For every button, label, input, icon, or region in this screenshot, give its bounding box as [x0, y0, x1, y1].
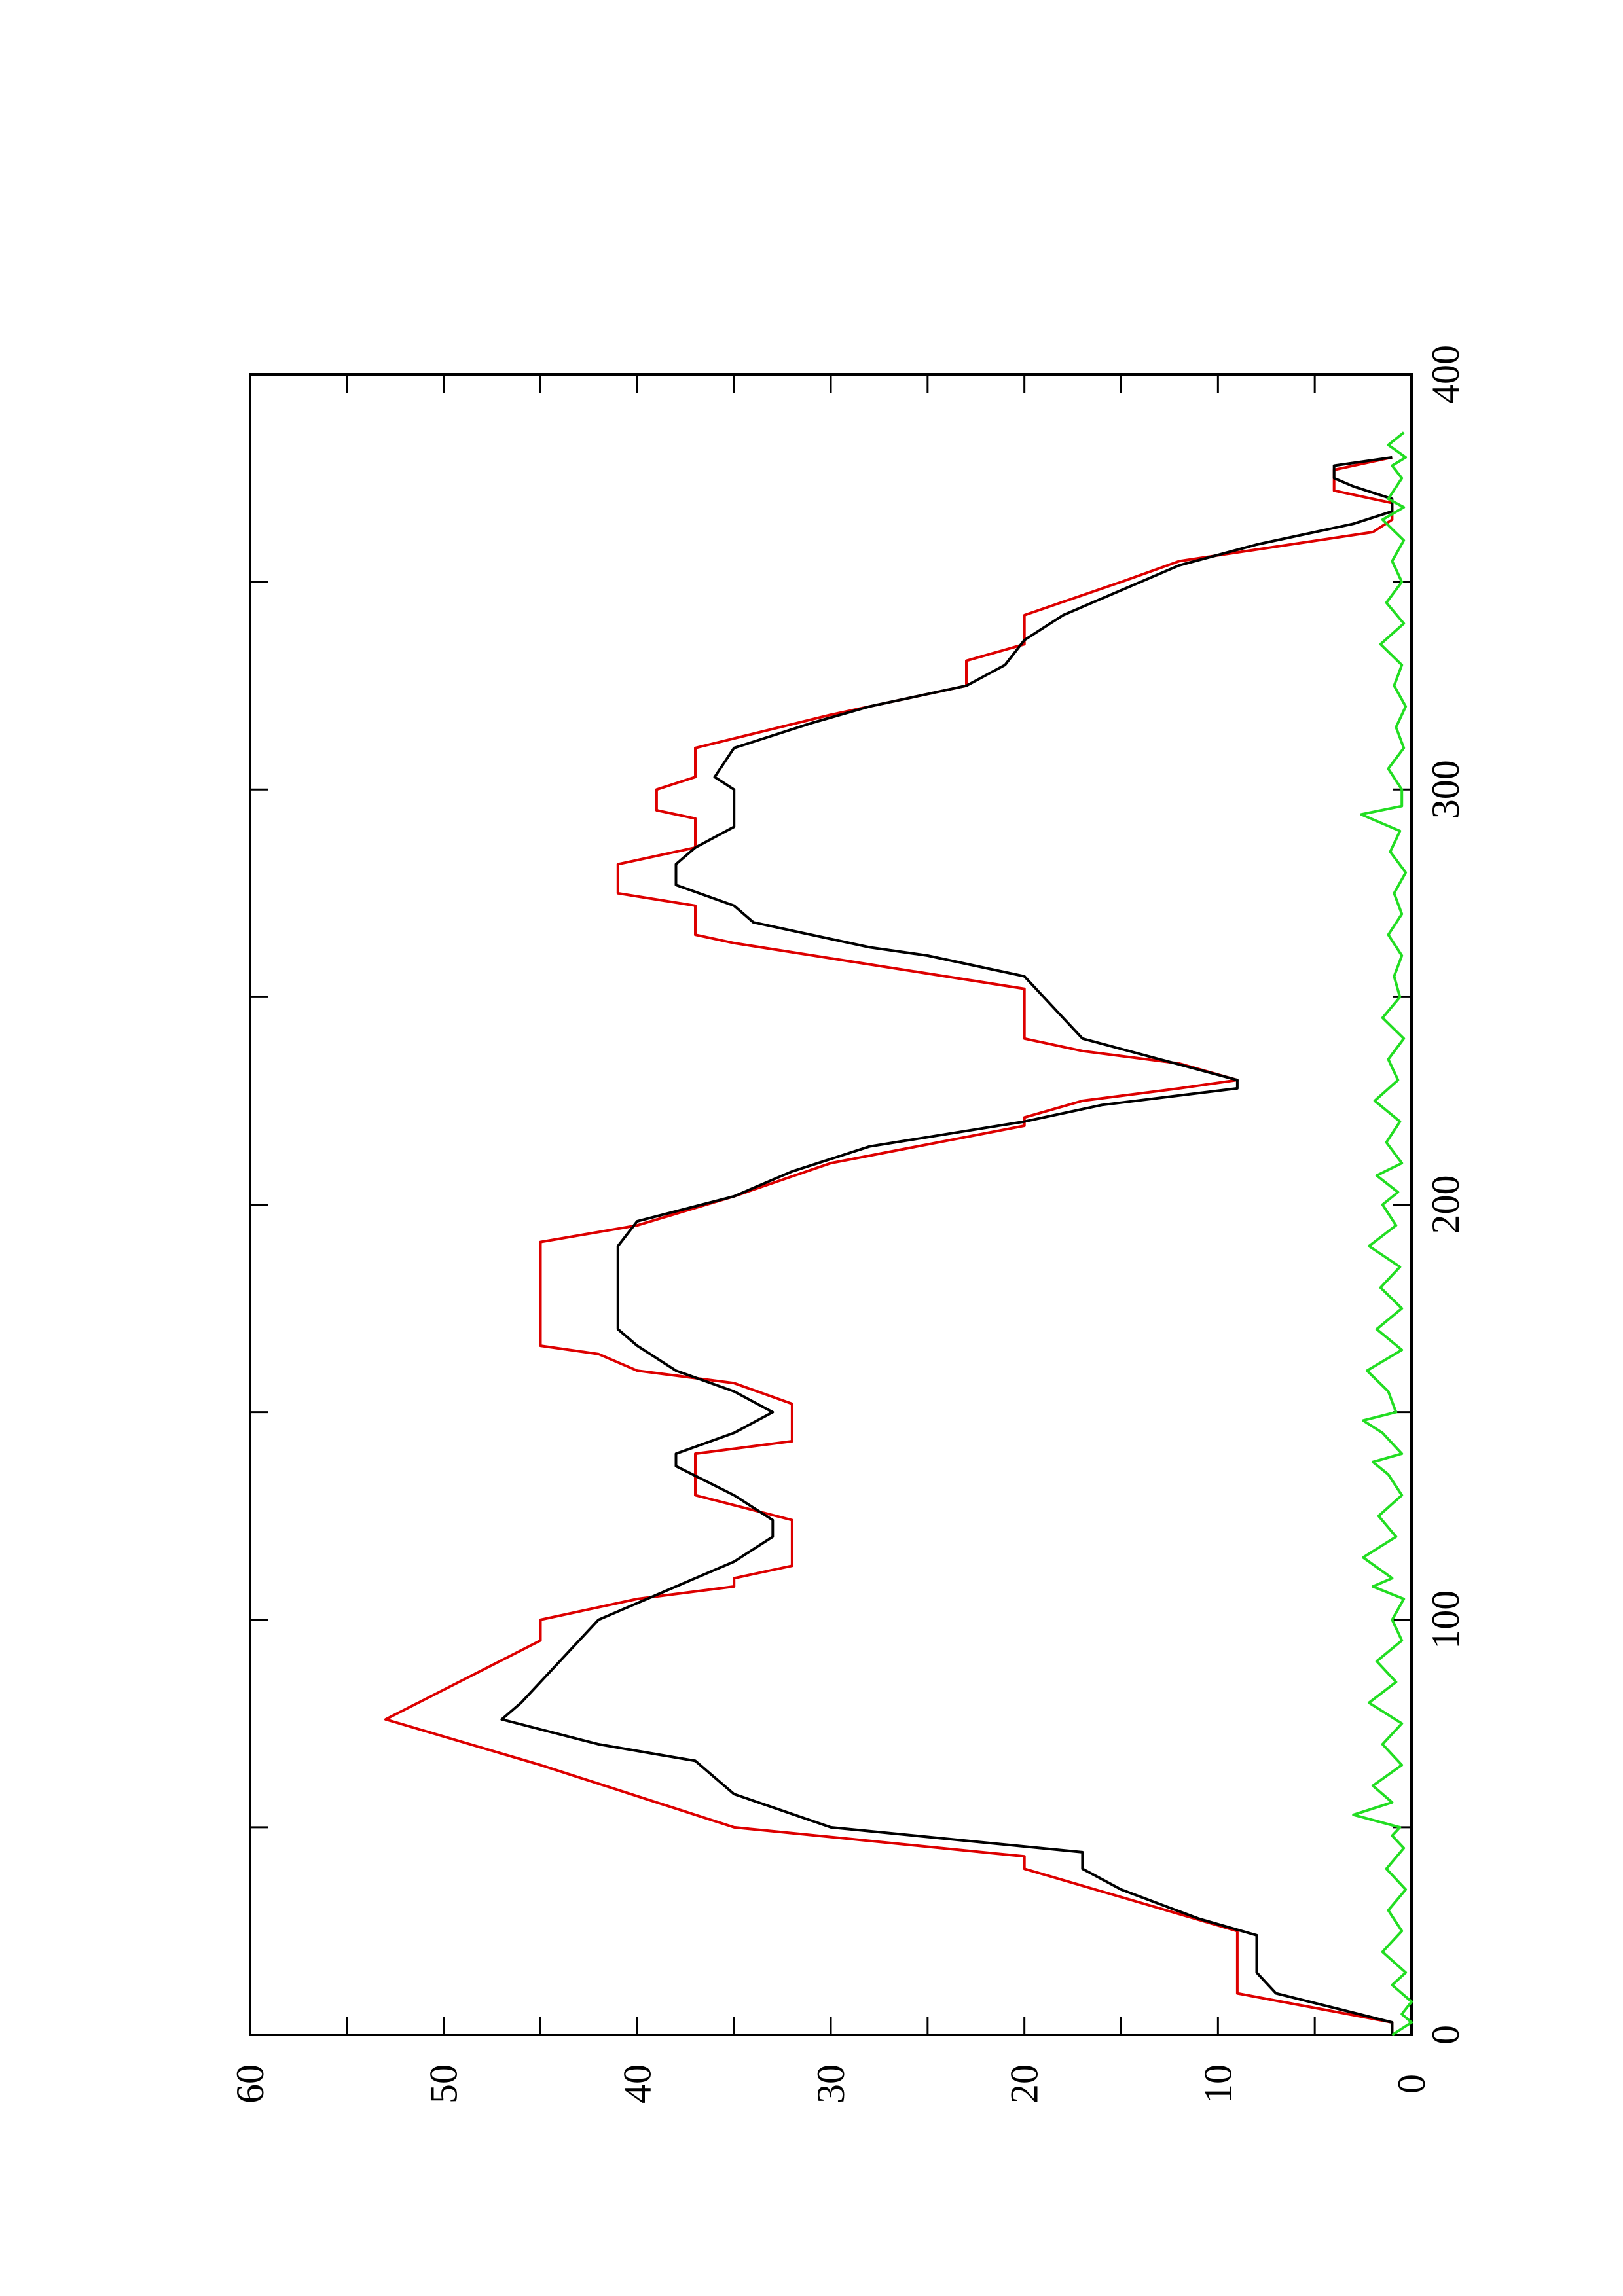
x-tick-label: 0: [1424, 2025, 1467, 2045]
x-tick-label: 100: [1424, 1590, 1467, 1649]
y-tick-label: 60: [228, 2064, 272, 2104]
y-tick-label: 10: [1196, 2064, 1239, 2104]
red-series-line: [384, 456, 1394, 2035]
y-tick-label: 30: [809, 2064, 852, 2104]
x-tick-label: 400: [1424, 345, 1467, 404]
x-tick-label: 200: [1424, 1175, 1467, 1234]
series-lines: [384, 431, 1413, 2036]
x-tick-label: 300: [1424, 760, 1467, 819]
green-series-line: [1352, 431, 1413, 2036]
tick-labels: 0 100 200 300 400 0 10 20 30 40 50 60: [228, 345, 1467, 2104]
y-tick-label: 40: [615, 2064, 659, 2104]
tick-marks: [249, 373, 1413, 2036]
y-tick-label: 0: [1390, 2074, 1433, 2094]
y-tick-label: 50: [422, 2064, 465, 2104]
plot-frame: [249, 373, 1413, 2036]
y-tick-label: 20: [1003, 2064, 1046, 2104]
black-series-line: [500, 456, 1394, 2035]
